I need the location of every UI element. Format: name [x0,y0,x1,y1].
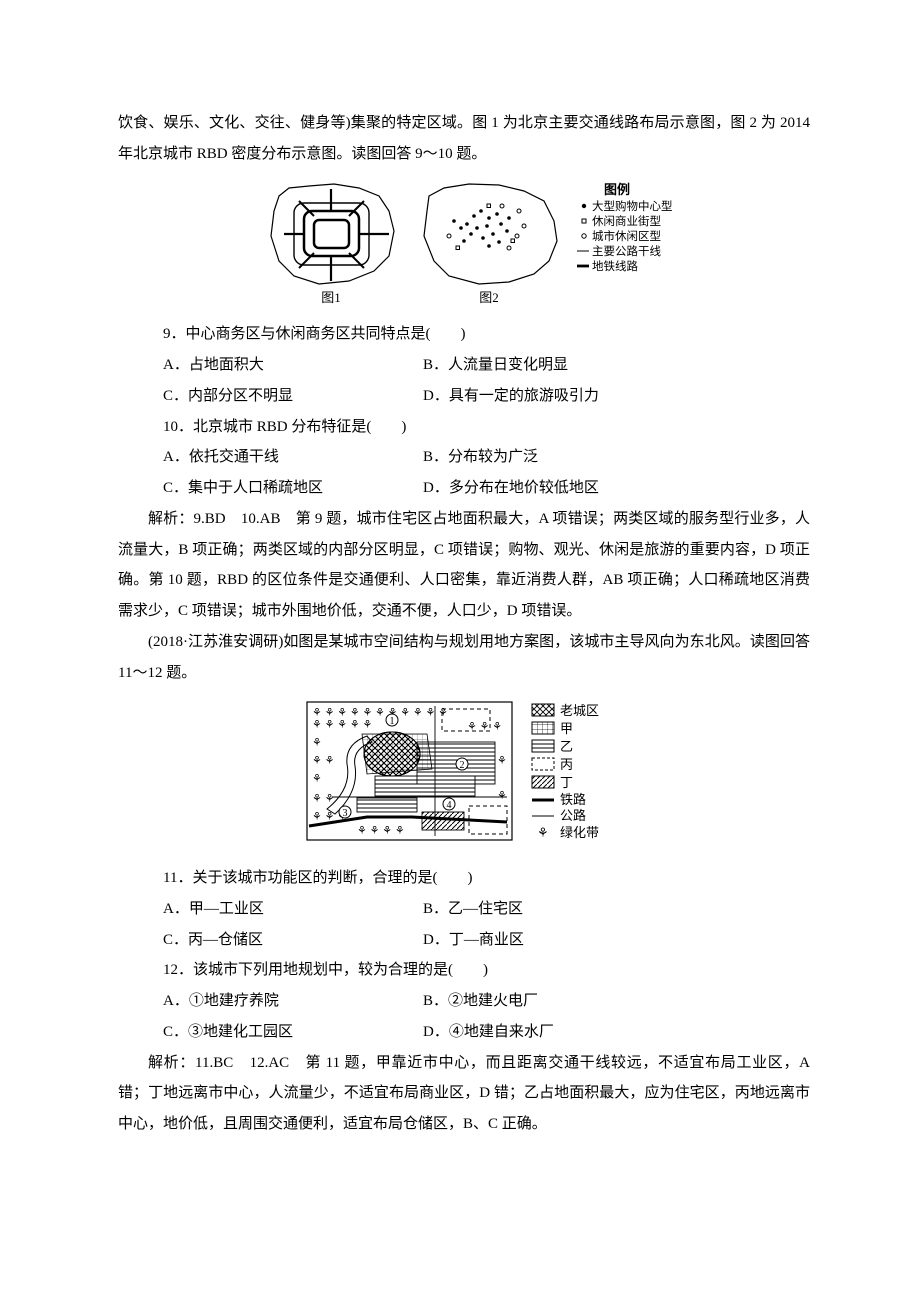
analysis-1: 解析：9.BD 10.AB 第 9 题，城市住宅区占地面积最大，A 项错误；两类… [118,504,810,627]
q9-optC: C．内部分区不明显 [163,381,423,412]
q12-optD: D．④地建自来水厂 [423,1017,810,1048]
svg-text:老城区: 老城区 [560,703,599,718]
intro-paragraph-1: 饮食、娱乐、文化、交往、健身等)集聚的特定区域。图 1 为北京主要交通线路布局示… [118,108,810,170]
q10-optA: A．依托交通干线 [163,442,423,473]
analysis-2: 解析：11.BC 12.AC 第 11 题，甲靠近市中心，而且距离交通干线较远，… [118,1048,810,1140]
fig1-label: 图1 [321,290,341,305]
q12-stem: 12．该城市下列用地规划中，较为合理的是( ) [118,955,810,986]
svg-text:大型购物中心型: 大型购物中心型 [592,199,673,213]
figure-1-2: 图1 图2 [249,176,679,306]
q10-optC: C．集中于人口稀疏地区 [163,473,423,504]
q12-opts-row1: A．①地建疗养院 B．②地建火电厂 [118,986,810,1017]
svg-text:4: 4 [446,800,451,811]
svg-text:地铁线路: 地铁线路 [592,259,638,273]
figure-3: ⚘ ⚘ ⚘ ⚘ ⚘ ⚘ ⚘ ⚘ ⚘ ⚘ ⚘ ⚘ ⚘ ⚘ ⚘ ⚘ ⚘ ⚘ ⚘ ⚘ … [297,694,632,849]
svg-text:甲: 甲 [560,721,573,736]
q10-opts-row1: A．依托交通干线 B．分布较为广泛 [118,442,810,473]
svg-text:1: 1 [389,716,394,727]
svg-text:绿化带: 绿化带 [560,825,599,840]
svg-text:丙: 丙 [560,757,573,772]
svg-text:⚘ ⚘: ⚘ ⚘ [312,755,334,767]
beijing-maps-svg: 图1 图2 [249,176,679,306]
svg-text:丁: 丁 [560,775,573,790]
svg-text:铁路: 铁路 [560,792,586,807]
q9-optA: A．占地面积大 [163,350,423,381]
q12-optA: A．①地建疗养院 [163,986,423,1017]
page: 饮食、娱乐、文化、交往、健身等)集聚的特定区域。图 1 为北京主要交通线路布局示… [0,0,920,1302]
q9-stem: 9．中心商务区与休闲商务区共同特点是( ) [118,319,810,350]
q10-opts-row2: C．集中于人口稀疏地区 D．多分布在地价较低地区 [118,473,810,504]
svg-text:公路: 公路 [560,808,586,823]
figure-3-container: ⚘ ⚘ ⚘ ⚘ ⚘ ⚘ ⚘ ⚘ ⚘ ⚘ ⚘ ⚘ ⚘ ⚘ ⚘ ⚘ ⚘ ⚘ ⚘ ⚘ … [118,694,810,861]
svg-text:乙: 乙 [560,739,573,754]
q9-opts-row2: C．内部分区不明显 D．具有一定的旅游吸引力 [118,381,810,412]
figure-1-2-container: 图1 图2 [118,176,810,318]
fig2-label: 图2 [479,290,499,305]
q10-stem: 10．北京城市 RBD 分布特征是( ) [118,412,810,443]
svg-text:⚘ ⚘ ⚘ ⚘ ⚘: ⚘ ⚘ ⚘ ⚘ ⚘ [312,719,372,731]
svg-text:⚘: ⚘ [497,755,507,767]
svg-text:3: 3 [342,808,347,819]
q9-opts-row1: A．占地面积大 B．人流量日变化明显 [118,350,810,381]
svg-text:休闲商业街型: 休闲商业街型 [592,214,661,228]
q10-optB: B．分布较为广泛 [423,442,810,473]
svg-text:⚘: ⚘ [312,737,322,749]
q11-optC: C．丙—仓储区 [163,925,423,956]
svg-text:⚘ ⚘ ⚘ ⚘ ⚘ ⚘ ⚘ ⚘ ⚘ ⚘ ⚘: ⚘ ⚘ ⚘ ⚘ ⚘ ⚘ ⚘ ⚘ ⚘ ⚘ ⚘ [312,707,448,719]
q12-optB: B．②地建火电厂 [423,986,810,1017]
svg-text:⚘: ⚘ [312,773,322,785]
q9-optB: B．人流量日变化明显 [423,350,810,381]
svg-text:2: 2 [459,760,464,771]
q10-optD: D．多分布在地价较低地区 [423,473,810,504]
city-plan-svg: ⚘ ⚘ ⚘ ⚘ ⚘ ⚘ ⚘ ⚘ ⚘ ⚘ ⚘ ⚘ ⚘ ⚘ ⚘ ⚘ ⚘ ⚘ ⚘ ⚘ … [297,694,632,849]
svg-text:主要公路干线: 主要公路干线 [592,244,661,258]
svg-text:⚘ ⚘ ⚘ ⚘: ⚘ ⚘ ⚘ ⚘ [357,825,405,837]
q11-optB: B．乙—住宅区 [423,894,810,925]
svg-text:⚘: ⚘ [537,825,549,840]
q11-optA: A．甲—工业区 [163,894,423,925]
q11-stem: 11．关于该城市功能区的判断，合理的是( ) [118,863,810,894]
intro-paragraph-2: (2018·江苏淮安调研)如图是某城市空间结构与规划用地方案图，该城市主导风向为… [118,627,810,689]
svg-text:⚘: ⚘ [497,790,507,802]
legend-title: 图例 [604,182,630,197]
q12-optC: C．③地建化工园区 [163,1017,423,1048]
svg-text:城市休闲区型: 城市休闲区型 [592,229,661,243]
q11-optD: D．丁—商业区 [423,925,810,956]
q11-opts-row1: A．甲—工业区 B．乙—住宅区 [118,894,810,925]
svg-text:⚘ ⚘: ⚘ ⚘ [312,793,334,805]
q12-opts-row2: C．③地建化工园区 D．④地建自来水厂 [118,1017,810,1048]
q9-optD: D．具有一定的旅游吸引力 [423,381,810,412]
q11-opts-row2: C．丙—仓储区 D．丁—商业区 [118,925,810,956]
